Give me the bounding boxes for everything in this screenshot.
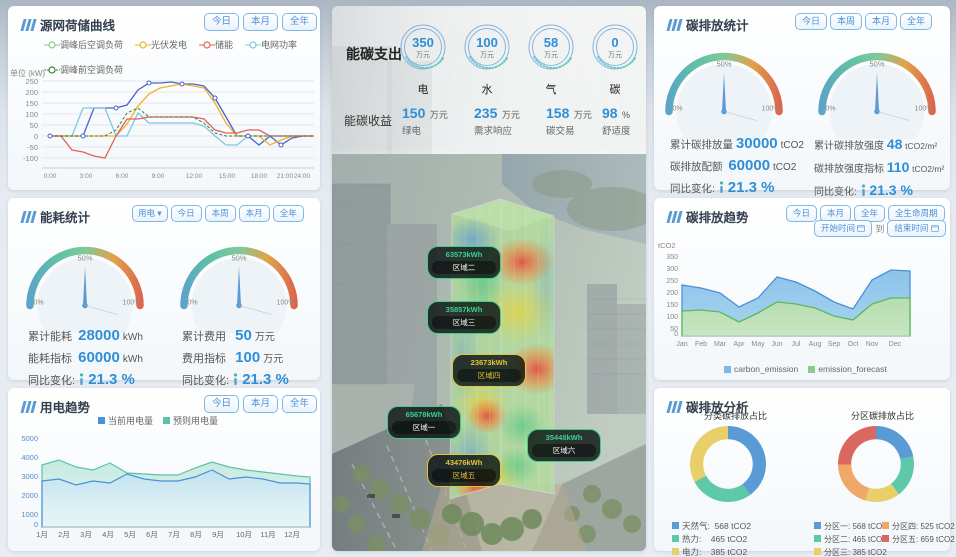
svg-text:12月: 12月 bbox=[284, 530, 300, 539]
svg-text:7月: 7月 bbox=[168, 530, 180, 539]
svg-text:8月: 8月 bbox=[190, 530, 202, 539]
svg-text:1月: 1月 bbox=[36, 530, 48, 539]
svg-text:9月: 9月 bbox=[212, 530, 224, 539]
svg-text:9:00: 9:00 bbox=[152, 173, 165, 180]
svg-text:Nov: Nov bbox=[866, 341, 879, 348]
svg-text:Jun: Jun bbox=[771, 341, 782, 348]
svg-text:150: 150 bbox=[666, 302, 678, 309]
svg-text:3:00: 3:00 bbox=[80, 173, 93, 180]
svg-text:250: 250 bbox=[666, 278, 678, 285]
svg-text:50%: 50% bbox=[231, 254, 246, 263]
svg-text:4000: 4000 bbox=[21, 453, 38, 462]
svg-text:Dec: Dec bbox=[889, 341, 902, 348]
svg-text:100%: 100% bbox=[123, 300, 141, 307]
svg-text:1000: 1000 bbox=[21, 510, 38, 519]
svg-text:Aug: Aug bbox=[809, 341, 822, 348]
svg-text:May: May bbox=[751, 341, 765, 348]
svg-text:0:00: 0:00 bbox=[44, 173, 57, 180]
svg-text:50: 50 bbox=[30, 121, 38, 130]
svg-text:-50: -50 bbox=[27, 143, 38, 152]
svg-text:12:00: 12:00 bbox=[186, 173, 203, 180]
svg-text:6:00: 6:00 bbox=[116, 173, 129, 180]
svg-text:万元: 万元 bbox=[544, 51, 558, 59]
svg-text:6月: 6月 bbox=[146, 530, 158, 539]
svg-text:2000: 2000 bbox=[21, 491, 38, 500]
svg-text:100%: 100% bbox=[277, 300, 295, 307]
svg-text:3000: 3000 bbox=[21, 472, 38, 481]
svg-text:tCO2: tCO2 bbox=[658, 241, 676, 250]
svg-text:100%: 100% bbox=[762, 106, 780, 113]
svg-text:万元: 万元 bbox=[480, 51, 494, 59]
svg-text:100: 100 bbox=[666, 314, 678, 321]
svg-text:2月: 2月 bbox=[58, 530, 70, 539]
svg-text:0: 0 bbox=[34, 520, 38, 529]
svg-text:0%: 0% bbox=[33, 300, 43, 307]
svg-text:350: 350 bbox=[412, 35, 434, 50]
svg-text:21:00: 21:00 bbox=[277, 173, 294, 180]
svg-text:50%: 50% bbox=[77, 254, 92, 263]
svg-text:5月: 5月 bbox=[124, 530, 136, 539]
svg-text:58: 58 bbox=[544, 35, 558, 50]
svg-text:15:00: 15:00 bbox=[219, 173, 236, 180]
svg-text:-100: -100 bbox=[23, 154, 38, 163]
svg-text:50%: 50% bbox=[716, 60, 731, 69]
svg-text:300: 300 bbox=[666, 266, 678, 273]
svg-text:5000: 5000 bbox=[21, 434, 38, 443]
svg-text:100: 100 bbox=[476, 35, 498, 50]
svg-text:200: 200 bbox=[25, 88, 38, 97]
svg-text:18:00: 18:00 bbox=[251, 173, 268, 180]
svg-text:Apr: Apr bbox=[734, 341, 746, 348]
svg-text:Oct: Oct bbox=[848, 341, 859, 348]
svg-text:24:00: 24:00 bbox=[294, 173, 311, 180]
svg-text:100%: 100% bbox=[915, 106, 933, 113]
svg-text:10月: 10月 bbox=[236, 530, 252, 539]
svg-text:0%: 0% bbox=[187, 300, 197, 307]
svg-text:200: 200 bbox=[666, 290, 678, 297]
svg-text:0: 0 bbox=[611, 35, 618, 50]
svg-text:Sep: Sep bbox=[828, 341, 841, 348]
svg-text:Jan: Jan bbox=[676, 341, 687, 348]
svg-text:0: 0 bbox=[34, 132, 38, 141]
svg-text:4月: 4月 bbox=[102, 530, 114, 539]
svg-text:Feb: Feb bbox=[695, 341, 707, 348]
svg-text:100: 100 bbox=[25, 110, 38, 119]
svg-text:Jul: Jul bbox=[792, 341, 801, 348]
svg-text:0%: 0% bbox=[825, 106, 835, 113]
svg-text:11月: 11月 bbox=[260, 530, 275, 539]
svg-text:0: 0 bbox=[674, 331, 678, 338]
svg-text:350: 350 bbox=[666, 254, 678, 261]
svg-text:万元: 万元 bbox=[416, 51, 430, 59]
svg-text:Mar: Mar bbox=[714, 341, 727, 348]
svg-text:万元: 万元 bbox=[608, 51, 622, 59]
svg-text:0%: 0% bbox=[672, 106, 682, 113]
svg-text:150: 150 bbox=[25, 99, 38, 108]
svg-text:3月: 3月 bbox=[80, 530, 92, 539]
svg-text:250: 250 bbox=[25, 77, 38, 86]
svg-text:50%: 50% bbox=[869, 60, 884, 69]
